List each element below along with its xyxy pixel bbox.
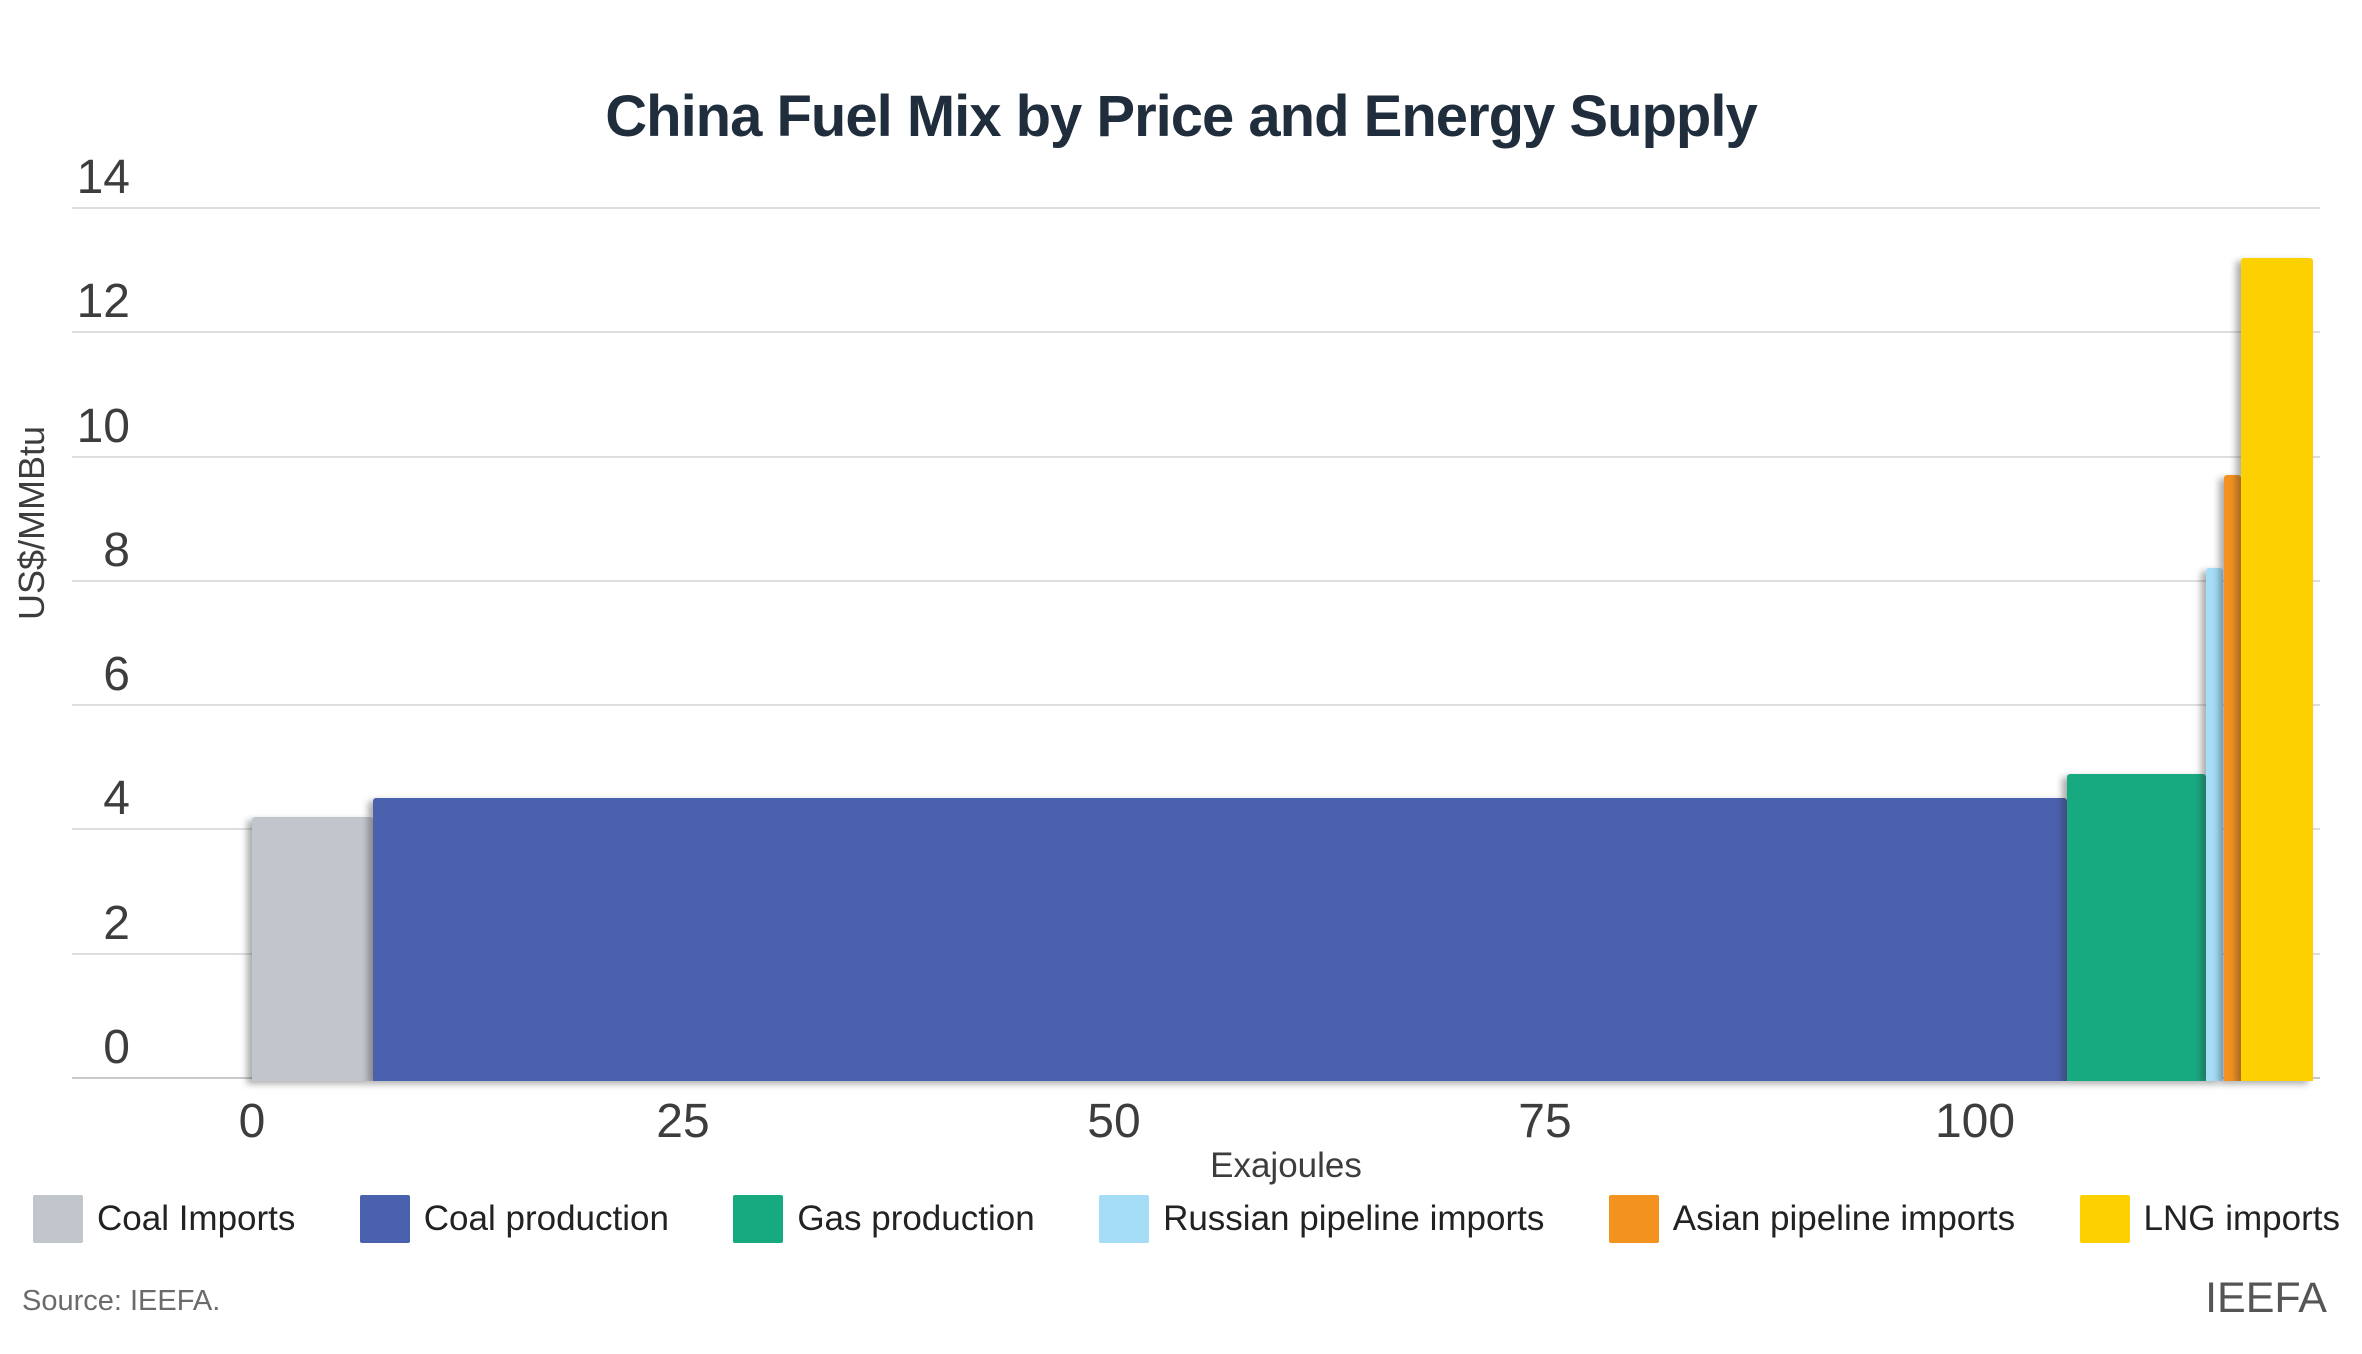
y-tick-0: 0 — [103, 1021, 130, 1074]
legend-label: Coal production — [423, 1199, 669, 1238]
chart-title: China Fuel Mix by Price and Energy Suppl… — [605, 83, 1757, 149]
x-tick-100: 100 — [1934, 1095, 2016, 1148]
legend-label: Gas production — [797, 1199, 1035, 1238]
gridline-8 — [72, 580, 2320, 582]
bar-gas-production — [2066, 773, 2207, 1081]
y-tick-14: 14 — [76, 151, 130, 204]
x-tick-50: 50 — [1087, 1095, 1141, 1148]
legend: Coal Imports Coal production Gas productio… — [33, 1195, 2340, 1243]
gridline-12 — [72, 331, 2320, 333]
y-tick-10: 10 — [76, 400, 130, 453]
bar-lng-imports — [2240, 257, 2314, 1081]
x-tick-0: 0 — [238, 1095, 266, 1148]
legend-item-russian-pipeline-imports: Russian pipeline imports — [1099, 1195, 1544, 1243]
x-tick-25: 25 — [656, 1095, 710, 1148]
y-tick-8: 8 — [103, 524, 130, 577]
legend-item-coal-production: Coal production — [359, 1195, 669, 1243]
gridline-14 — [72, 207, 2320, 209]
bar-asian-pipeline-imports — [2223, 475, 2241, 1081]
y-axis-title: US$/MMBtu — [11, 425, 52, 620]
legend-label: Asian pipeline imports — [1672, 1199, 2016, 1238]
legend-label: Coal Imports — [97, 1199, 296, 1238]
bar-coal-imports — [252, 817, 373, 1081]
ieefa-logo: IEEFA — [2205, 1274, 2327, 1322]
y-tick-4: 4 — [103, 772, 130, 825]
x-axis-title: Exajoules — [1210, 1146, 1362, 1185]
source-note: Source: IEEFA. — [22, 1285, 221, 1317]
bar-coal-production — [372, 798, 2067, 1081]
legend-swatch-coal-production — [359, 1195, 410, 1243]
gridline-6 — [72, 704, 2320, 706]
legend-swatch-lng-imports — [2079, 1195, 2130, 1243]
legend-label: LNG imports — [2143, 1199, 2340, 1238]
gridline-10 — [72, 456, 2320, 458]
legend-item-gas-production: Gas production — [733, 1195, 1035, 1243]
legend-label: Russian pipeline imports — [1163, 1199, 1545, 1238]
y-tick-6: 6 — [103, 648, 130, 701]
legend-swatch-coal-imports — [33, 1195, 83, 1243]
y-tick-2: 2 — [103, 897, 130, 950]
legend-swatch-asian-pipeline-imports — [1608, 1195, 1659, 1243]
y-tick-12: 12 — [76, 275, 130, 328]
x-tick-75: 75 — [1518, 1095, 1572, 1148]
legend-item-lng-imports: LNG imports — [2079, 1195, 2340, 1243]
legend-item-asian-pipeline-imports: Asian pipeline imports — [1608, 1195, 2016, 1243]
legend-item-coal-imports: Coal Imports — [33, 1195, 295, 1243]
legend-swatch-russian-pipeline-imports — [1099, 1195, 1150, 1243]
bar-russian-pipeline-imports — [2206, 568, 2224, 1081]
legend-swatch-gas-production — [733, 1195, 784, 1243]
